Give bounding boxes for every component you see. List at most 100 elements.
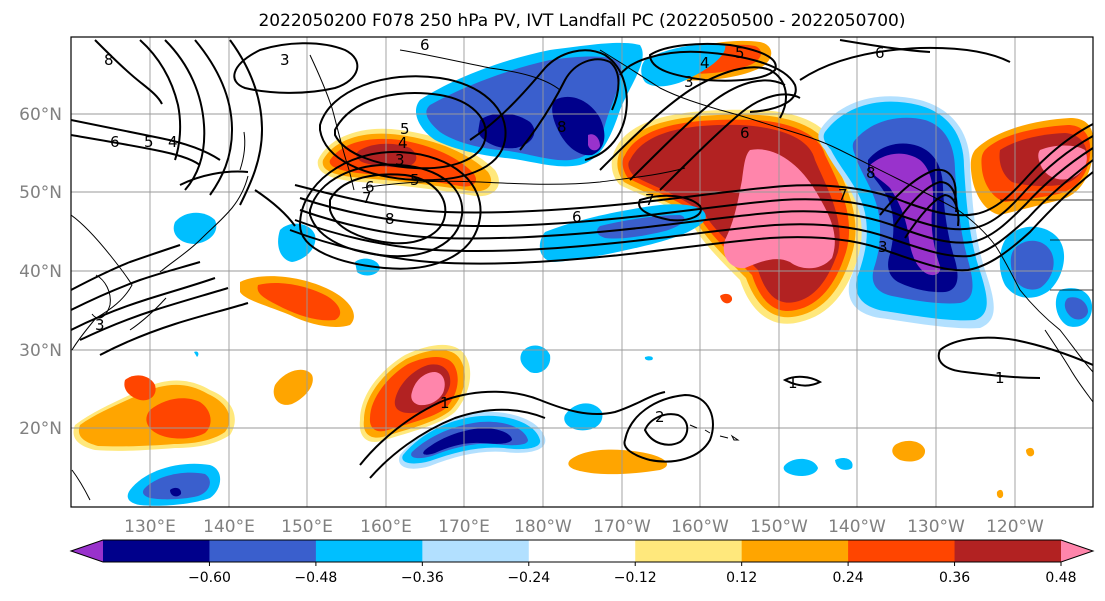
- contour-label: 3: [280, 51, 290, 69]
- negative-pv-anomaly: [1064, 297, 1088, 320]
- colorbar-tick-label: 0.12: [726, 570, 757, 586]
- colorbar-segment: [635, 540, 743, 562]
- lon-label: 160°W: [671, 517, 729, 537]
- lon-label: 130°W: [907, 517, 965, 537]
- pv-contour: [519, 58, 620, 151]
- contour-label: 1: [440, 394, 450, 412]
- negative-pv-anomaly: [278, 223, 316, 262]
- contour-label: 4: [398, 134, 408, 152]
- pv-contour: [643, 413, 689, 446]
- philippines-coastline: [71, 469, 91, 501]
- contour-label: 3: [395, 151, 405, 169]
- aleutians-coastline: [361, 167, 686, 189]
- pv-contour: [329, 173, 447, 245]
- contour-label: 6: [420, 36, 430, 54]
- pv-contour: [334, 92, 487, 170]
- negative-pv-anomaly: [142, 472, 210, 500]
- positive-pv-anomaly: [892, 440, 926, 462]
- lon-label: 150°W: [750, 517, 808, 537]
- lon-label: 170°W: [593, 517, 651, 537]
- contour-label: 5: [144, 133, 154, 151]
- graticule: [71, 37, 1093, 507]
- pv-contour: [904, 193, 960, 239]
- contour-label: 8: [385, 210, 395, 228]
- positive-pv-anomaly: [1026, 447, 1035, 457]
- positive-pv-anomaly: [273, 369, 313, 405]
- colorbar-segment: [741, 540, 849, 562]
- negative-pv-anomaly: [869, 153, 941, 276]
- pv-contours: [71, 39, 1093, 479]
- negative-pv-anomaly: [564, 403, 603, 431]
- pv-contour: [71, 261, 201, 311]
- map-panel: 8 3 6 5 4 6 4 5 5 6 3 8 6 3 6 5 7 8 6 7 …: [71, 36, 1093, 507]
- colorbar-segment: [954, 540, 1062, 562]
- negative-pv-anomaly: [173, 212, 217, 244]
- lon-label: 170°E: [438, 517, 490, 537]
- pv-contour: [623, 393, 714, 463]
- contour-label: 1: [788, 374, 798, 392]
- pv-contour: [648, 42, 777, 82]
- contour-label: 3: [878, 238, 888, 256]
- pv-contour: [294, 123, 1093, 217]
- contour-label: 8: [557, 118, 567, 136]
- contour-label: 6: [875, 44, 885, 62]
- pv-contour: [659, 93, 801, 191]
- lon-label: 140°W: [828, 517, 886, 537]
- pv-contour: [71, 277, 216, 331]
- positive-pv-anomaly: [411, 372, 445, 406]
- negative-pv-anomaly: [644, 356, 653, 361]
- colorbar-tick-label: −0.36: [401, 570, 444, 586]
- pv-contour: [139, 39, 182, 161]
- colorbar-tick-label: −0.60: [188, 570, 231, 586]
- lon-label: 140°E: [203, 517, 255, 537]
- pv-contour: [799, 46, 1011, 81]
- colorbar-outline: [69, 539, 1095, 563]
- pv-contour: [94, 39, 163, 105]
- pv-contour: [229, 39, 264, 206]
- negative-pv-anomalies: [127, 42, 1093, 506]
- alaska-coastline: [599, 49, 1093, 373]
- colorbar-tick-label: 0.48: [1045, 570, 1076, 586]
- latitude-labels: 60°N 50°N 40°N 30°N 20°N: [19, 105, 62, 439]
- colorbar-segment: [848, 540, 956, 562]
- contour-label: 3: [684, 73, 694, 91]
- pv-contour: [782, 375, 823, 387]
- contour-label: 8: [866, 164, 876, 182]
- positive-pv-anomaly: [146, 398, 211, 439]
- contour-labels: 8 3 6 5 4 6 4 5 5 6 3 8 6 3 6 5 7 8 6 7 …: [95, 36, 1005, 426]
- pv-contour: [619, 50, 797, 113]
- positive-pv-anomaly: [720, 293, 733, 304]
- pv-contour: [99, 302, 249, 356]
- contour-label: 6: [365, 178, 375, 196]
- pv-contour: [937, 336, 1093, 379]
- pv-contour: [294, 159, 1093, 258]
- contour-label: 2: [655, 408, 665, 426]
- pv-contour: [254, 189, 296, 227]
- contour-label: 7: [838, 186, 848, 204]
- asia-coastline: [71, 214, 133, 351]
- lon-label: 130°E: [124, 517, 176, 537]
- lon-label: 180°W: [514, 517, 572, 537]
- pv-contour: [71, 244, 181, 291]
- map-frame: [70, 36, 1094, 508]
- longitude-labels: 130°E 140°E 150°E 160°E 170°E 180°W 170°…: [124, 517, 1044, 537]
- negative-pv-anomaly: [170, 487, 182, 497]
- lat-label: 30°N: [19, 341, 62, 361]
- lon-label: 120°W: [986, 517, 1044, 537]
- contour-label: 4: [168, 133, 178, 151]
- colorbar-tick-label: −0.12: [614, 570, 657, 586]
- pv-contour: [839, 39, 931, 53]
- pv-contour: [194, 39, 234, 196]
- positive-pv-anomaly: [568, 449, 668, 475]
- negative-pv-anomaly: [423, 428, 512, 455]
- pv-contour: [164, 39, 206, 191]
- negative-pv-anomaly: [597, 215, 685, 239]
- contour-label: 3: [95, 316, 105, 334]
- pv-contour: [319, 75, 507, 182]
- contour-label: 5: [410, 171, 420, 189]
- positive-pv-anomaly: [124, 375, 156, 401]
- contour-label: 7: [645, 191, 655, 209]
- colorbar-tick-label: −0.48: [294, 570, 337, 586]
- contour-label: 6: [110, 133, 120, 151]
